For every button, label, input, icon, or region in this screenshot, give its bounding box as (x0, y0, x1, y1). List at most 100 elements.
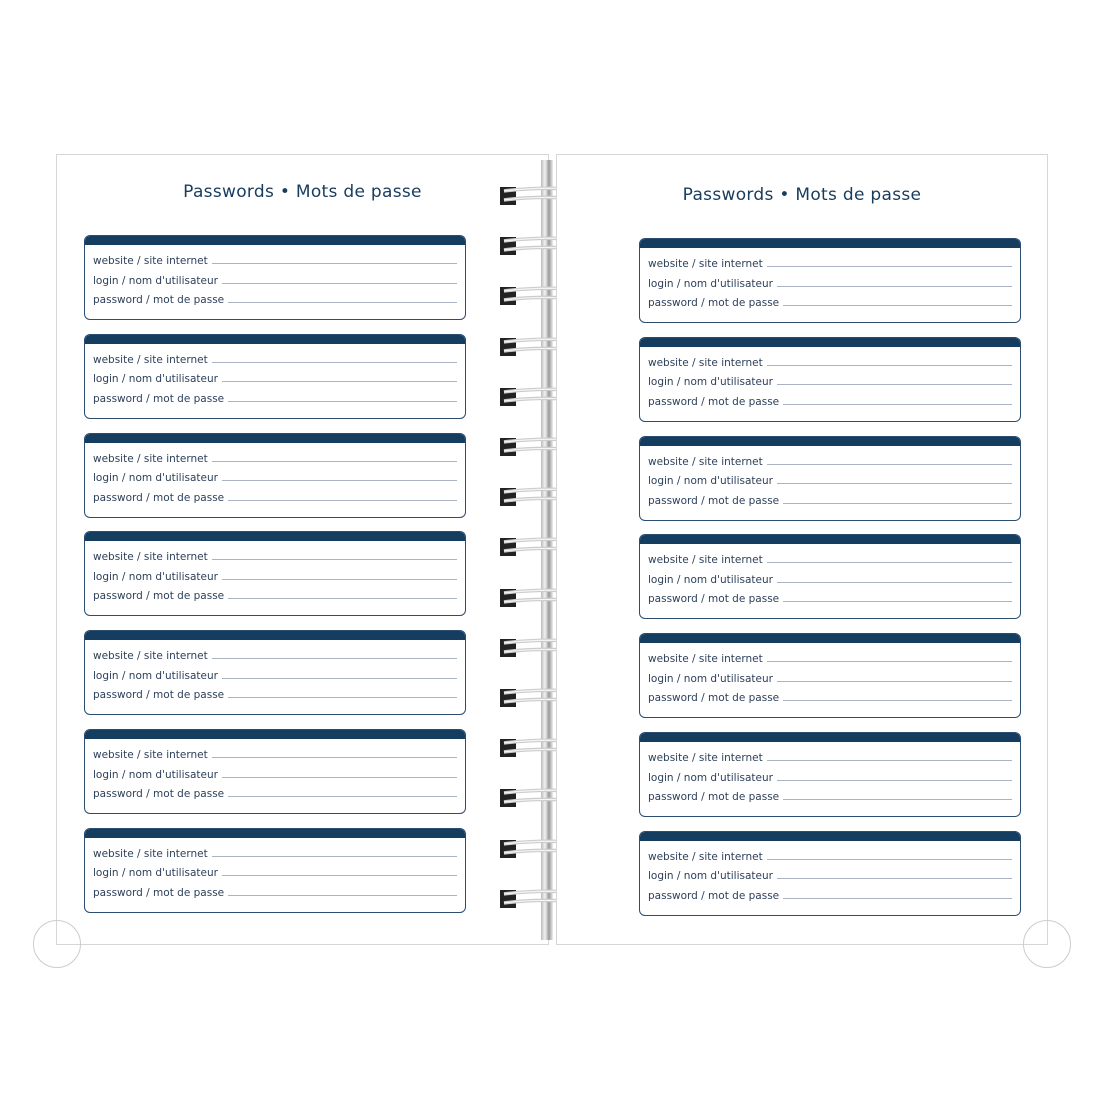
login-field[interactable]: login / nom d'utilisateur (93, 373, 457, 385)
password-field[interactable]: password / mot de passe (93, 294, 457, 306)
website-field[interactable]: website / site internet (648, 357, 1012, 369)
field-label: login / nom d'utilisateur (93, 274, 218, 287)
write-line[interactable] (783, 305, 1012, 306)
login-field[interactable]: login / nom d'utilisateur (93, 275, 457, 287)
write-line[interactable] (776, 285, 1012, 287)
write-line[interactable] (228, 499, 457, 501)
website-field[interactable]: website / site internet (648, 851, 1012, 863)
field-label: password / mot de passe (93, 689, 225, 702)
website-field[interactable]: website / site internet (648, 258, 1012, 270)
page-corner-mark (1023, 920, 1071, 968)
login-field[interactable]: login / nom d'utilisateur (93, 472, 457, 484)
field-label: password / mot de passe (93, 392, 225, 405)
write-line[interactable] (783, 403, 1012, 405)
write-line[interactable] (776, 384, 1012, 386)
password-card: website / site internet login / nom d'ut… (639, 732, 1021, 817)
write-line[interactable] (211, 559, 457, 561)
write-line[interactable] (776, 878, 1012, 880)
password-field[interactable]: password / mot de passe (648, 890, 1012, 902)
write-line[interactable] (766, 266, 1012, 267)
write-line[interactable] (776, 779, 1012, 781)
write-line[interactable] (783, 897, 1012, 899)
write-line[interactable] (766, 858, 1012, 860)
password-field[interactable]: password / mot de passe (93, 689, 457, 701)
website-field[interactable]: website / site internet (648, 752, 1012, 764)
write-line[interactable] (221, 677, 457, 679)
write-line[interactable] (783, 502, 1012, 504)
password-field[interactable]: password / mot de passe (648, 495, 1012, 507)
login-field[interactable]: login / nom d'utilisateur (648, 475, 1012, 487)
password-field[interactable]: password / mot de passe (648, 791, 1012, 803)
password-field[interactable]: password / mot de passe (648, 593, 1012, 605)
login-field[interactable]: login / nom d'utilisateur (648, 673, 1012, 685)
page-title: Passwords • Mots de passe (682, 185, 922, 205)
password-card: website / site internet login / nom d'ut… (639, 336, 1021, 422)
password-field[interactable]: password / mot de passe (93, 887, 457, 899)
write-line[interactable] (766, 661, 1012, 663)
card-header-bar (640, 831, 1020, 841)
password-field[interactable]: password / mot de passe (648, 692, 1012, 704)
website-field[interactable]: website / site internet (93, 255, 457, 267)
write-line[interactable] (766, 562, 1012, 564)
write-line[interactable] (228, 598, 457, 600)
password-field[interactable]: password / mot de passe (648, 396, 1012, 408)
write-line[interactable] (228, 400, 457, 402)
write-line[interactable] (783, 601, 1012, 603)
field-label: login / nom d'utilisateur (648, 870, 773, 883)
website-field[interactable]: website / site internet (648, 456, 1012, 468)
field-label: password / mot de passe (93, 294, 225, 306)
website-field[interactable]: website / site internet (93, 354, 457, 366)
password-card: website / site internet login / nom d'ut… (639, 633, 1021, 719)
login-field[interactable]: login / nom d'utilisateur (648, 376, 1012, 388)
field-label: website / site internet (648, 850, 763, 863)
write-line[interactable] (228, 894, 457, 896)
website-field[interactable]: website / site internet (93, 551, 457, 563)
password-field[interactable]: password / mot de passe (93, 492, 457, 504)
login-field[interactable]: login / nom d'utilisateur (93, 571, 457, 583)
website-field[interactable]: website / site internet (93, 749, 457, 761)
write-line[interactable] (228, 697, 457, 699)
field-label: website / site internet (93, 551, 208, 564)
field-label: password / mot de passe (93, 590, 225, 603)
website-field[interactable]: website / site internet (648, 554, 1012, 566)
password-field[interactable]: password / mot de passe (93, 788, 457, 800)
write-line[interactable] (221, 875, 457, 877)
write-line[interactable] (221, 381, 457, 383)
password-field[interactable]: password / mot de passe (93, 393, 457, 405)
write-line[interactable] (766, 364, 1012, 366)
write-line[interactable] (221, 480, 457, 482)
write-line[interactable] (228, 796, 457, 797)
write-line[interactable] (211, 757, 457, 758)
website-field[interactable]: website / site internet (648, 653, 1012, 665)
write-line[interactable] (211, 361, 457, 363)
write-line[interactable] (766, 760, 1012, 761)
write-line[interactable] (228, 302, 457, 303)
write-line[interactable] (766, 463, 1012, 465)
login-field[interactable]: login / nom d'utilisateur (93, 670, 457, 682)
website-field[interactable]: website / site internet (93, 848, 457, 860)
login-field[interactable]: login / nom d'utilisateur (648, 574, 1012, 586)
password-field[interactable]: password / mot de passe (93, 590, 457, 602)
card-header-bar (85, 433, 465, 443)
login-field[interactable]: login / nom d'utilisateur (93, 769, 457, 781)
write-line[interactable] (211, 263, 457, 264)
field-label: password / mot de passe (93, 886, 225, 899)
write-line[interactable] (783, 799, 1012, 800)
login-field[interactable]: login / nom d'utilisateur (648, 870, 1012, 882)
login-field[interactable]: login / nom d'utilisateur (648, 278, 1012, 290)
write-line[interactable] (776, 581, 1012, 583)
write-line[interactable] (211, 855, 457, 857)
login-field[interactable]: login / nom d'utilisateur (648, 772, 1012, 784)
write-line[interactable] (211, 658, 457, 660)
login-field[interactable]: login / nom d'utilisateur (93, 867, 457, 879)
write-line[interactable] (211, 460, 457, 462)
write-line[interactable] (776, 483, 1012, 485)
website-field[interactable]: website / site internet (93, 453, 457, 465)
password-field[interactable]: password / mot de passe (648, 297, 1012, 309)
website-field[interactable]: website / site internet (93, 650, 457, 662)
write-line[interactable] (783, 700, 1012, 702)
write-line[interactable] (776, 680, 1012, 682)
write-line[interactable] (221, 282, 457, 284)
write-line[interactable] (221, 776, 457, 778)
write-line[interactable] (221, 578, 457, 580)
